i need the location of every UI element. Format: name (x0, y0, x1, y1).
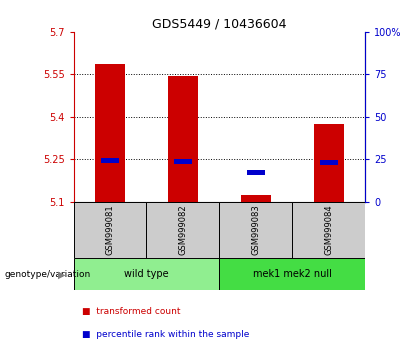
Bar (174, 159, 192, 164)
Bar (74, 202, 147, 258)
Bar (95, 64, 125, 202)
Text: genotype/variation: genotype/variation (4, 270, 90, 279)
Bar (320, 160, 338, 165)
Text: mek1 mek2 null: mek1 mek2 null (253, 269, 332, 279)
Text: GSM999084: GSM999084 (324, 205, 333, 256)
Bar (147, 202, 220, 258)
Text: ▶: ▶ (58, 269, 65, 279)
Text: ■  percentile rank within the sample: ■ percentile rank within the sample (82, 330, 249, 339)
Text: GSM999081: GSM999081 (105, 205, 115, 256)
Text: ■  transformed count: ■ transformed count (82, 307, 181, 316)
Text: GSM999082: GSM999082 (178, 205, 187, 256)
Bar (74, 258, 220, 290)
Bar (314, 124, 344, 202)
Bar (101, 158, 119, 163)
Bar (241, 195, 270, 202)
Bar (220, 258, 365, 290)
Bar (168, 76, 197, 202)
Text: wild type: wild type (124, 269, 169, 279)
Text: GSM999083: GSM999083 (252, 205, 260, 256)
Bar (220, 202, 292, 258)
Bar (292, 202, 365, 258)
Bar (247, 170, 265, 176)
Title: GDS5449 / 10436604: GDS5449 / 10436604 (152, 18, 287, 31)
